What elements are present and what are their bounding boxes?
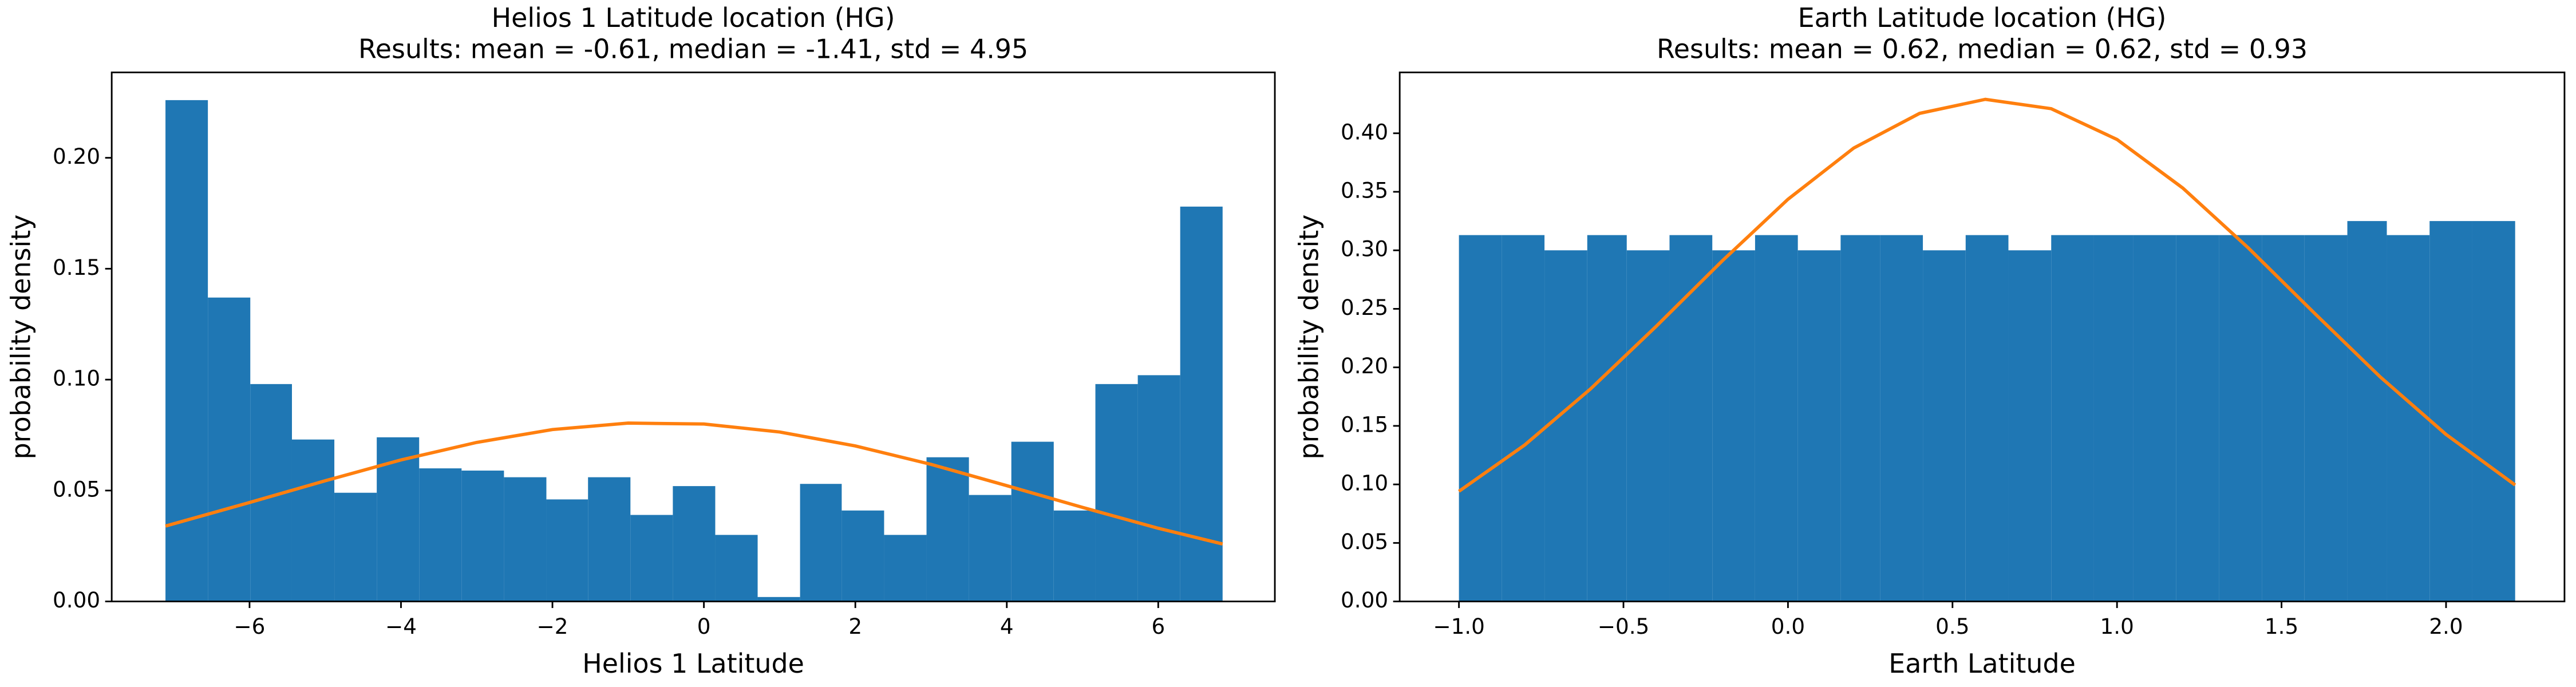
x-tick-label: 0.5 (1935, 614, 1969, 639)
bar (546, 499, 588, 602)
bar (208, 297, 251, 602)
pdf-curve (1457, 97, 2516, 493)
y-tick-label: 0.00 (1341, 587, 1388, 613)
x-tick-label: −1.0 (1433, 614, 1485, 639)
y-tick-label: 0.20 (1341, 353, 1388, 378)
bar (2093, 235, 2134, 602)
y-tick-label: 0.05 (53, 476, 100, 502)
bar (841, 510, 884, 602)
bar (1840, 235, 1880, 602)
bar (1587, 235, 1627, 602)
bar (1965, 235, 2009, 602)
x-tick-label: −4 (385, 614, 417, 639)
bar (2008, 250, 2052, 602)
bar (504, 477, 547, 602)
y-tick-label: 0.10 (53, 366, 100, 391)
bar (630, 515, 673, 602)
bar (2472, 221, 2515, 602)
x-tick-label: 0.0 (1771, 614, 1805, 639)
chart-subtitle: Results: mean = 0.62, median = 0.62, std… (1657, 34, 2308, 65)
chart-title: Helios 1 Latitude location (HG) (492, 2, 895, 33)
bar (1544, 250, 1587, 602)
x-axis-label: Helios 1 Latitude (582, 648, 804, 679)
y-tick-label: 0.35 (1341, 178, 1388, 203)
bar (1923, 250, 1966, 602)
y-tick-label: 0.15 (1341, 412, 1388, 437)
bar (291, 439, 335, 602)
bar (2304, 235, 2348, 602)
y-tick-label: 0.00 (53, 587, 100, 613)
x-tick-label: 2.0 (2429, 614, 2463, 639)
bar (969, 495, 1012, 602)
x-tick-label: −0.5 (1598, 614, 1650, 639)
pdf-curve (165, 421, 1223, 546)
bar (334, 492, 377, 602)
bar (757, 597, 800, 602)
bar (673, 486, 716, 602)
x-tick-label: −2 (537, 614, 568, 639)
bar (1095, 384, 1138, 602)
x-tick-label: 1.0 (2100, 614, 2134, 639)
x-axis-label: Earth Latitude (1888, 648, 2076, 679)
y-tick-label: 0.25 (1341, 295, 1388, 320)
chart-title: Earth Latitude location (HG) (1798, 2, 2167, 33)
bar (2051, 235, 2094, 602)
x-tick-label: −6 (234, 614, 265, 639)
bar (1053, 510, 1096, 602)
y-tick-label: 0.10 (1341, 471, 1388, 496)
y-axis-label: probability density (6, 215, 37, 460)
y-tick-label: 0.20 (53, 144, 100, 169)
bar (419, 468, 462, 602)
x-tick-label: 0 (697, 614, 711, 639)
y-tick-label: 0.30 (1341, 236, 1388, 262)
bar (1011, 441, 1054, 602)
axes-frame (1398, 72, 2566, 603)
y-tick-label: 0.05 (1341, 529, 1388, 554)
bar (1459, 235, 1502, 602)
y-tick-label: 0.15 (53, 255, 100, 280)
axes-frame (110, 72, 1276, 603)
chart-subtitle: Results: mean = -0.61, median = -1.41, s… (358, 34, 1028, 65)
bar (1755, 235, 1798, 602)
bar (2219, 235, 2262, 602)
bar (2347, 221, 2387, 602)
bar (165, 100, 208, 602)
bar (2176, 235, 2219, 602)
bar (461, 470, 504, 602)
bar (800, 484, 842, 602)
x-tick-label: 1.5 (2265, 614, 2298, 639)
bar (1669, 235, 1713, 602)
bar (715, 535, 758, 602)
x-tick-label: 4 (1000, 614, 1014, 639)
bar (2387, 235, 2430, 602)
bar (2429, 221, 2472, 602)
y-axis-label: probability density (1294, 215, 1325, 460)
y-tick-label: 0.40 (1341, 119, 1388, 144)
bar (2262, 235, 2305, 602)
bar (926, 457, 969, 602)
bar (1626, 250, 1670, 602)
bar (1502, 235, 1545, 602)
bar (1797, 250, 1841, 602)
bar (588, 477, 631, 602)
bar (884, 535, 927, 602)
bar (2133, 235, 2176, 602)
x-tick-label: 6 (1151, 614, 1165, 639)
bar (1880, 235, 1923, 602)
bar (1712, 250, 1755, 602)
x-tick-label: 2 (848, 614, 862, 639)
bar (1137, 375, 1180, 602)
